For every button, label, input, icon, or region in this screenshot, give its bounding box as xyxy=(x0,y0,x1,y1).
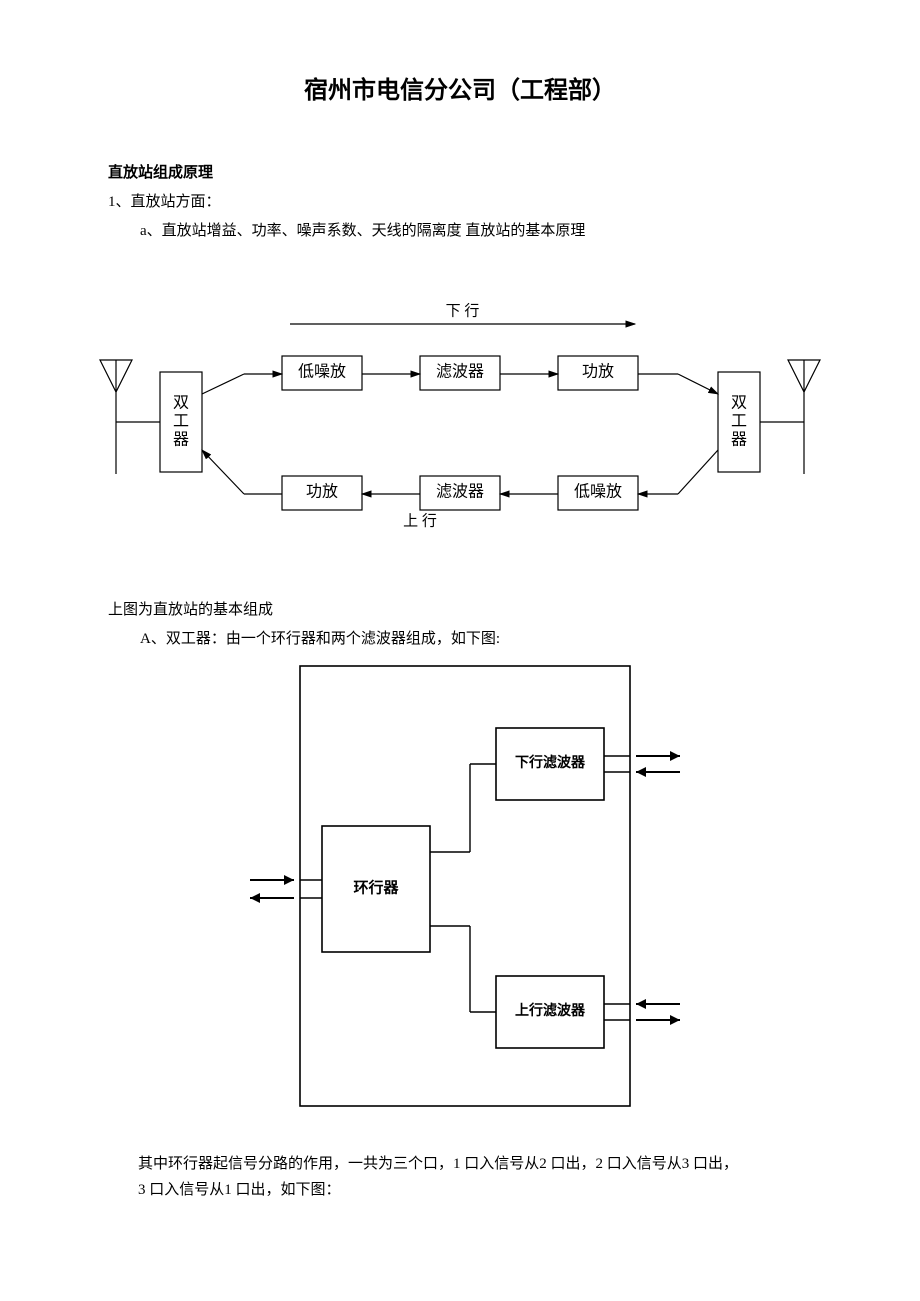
svg-text:滤波器: 滤波器 xyxy=(436,363,484,381)
svg-text:上行滤波器: 上行滤波器 xyxy=(515,1002,586,1019)
svg-text:环行器: 环行器 xyxy=(353,878,399,896)
svg-text:低噪放: 低噪放 xyxy=(574,483,622,501)
duplexer-block-diagram: 环行器 下行滤波器上行滤波器 xyxy=(180,656,740,1116)
svg-text:滤波器: 滤波器 xyxy=(436,483,484,501)
list-item-A: A、双工器：由一个环行器和两个滤波器组成，如下图: xyxy=(140,627,920,648)
list-item-1: 1、直放站方面： xyxy=(108,190,920,211)
svg-text:上 行: 上 行 xyxy=(403,512,437,529)
caption-diagram1: 上图为直放站的基本组成 xyxy=(108,598,920,619)
repeater-block-diagram: 下 行双工器低噪放滤波器功放双工器功放滤波器低噪放上 行 xyxy=(90,284,830,544)
section-heading: 直放站组成原理 xyxy=(108,161,920,182)
svg-text:下行滤波器: 下行滤波器 xyxy=(515,754,586,771)
svg-text:功放: 功放 xyxy=(306,483,338,501)
page-title: 宿州市电信分公司（工程部） xyxy=(0,70,920,105)
paragraph-line-1: 其中环行器起信号分路的作用，一共为三个口，1 口入信号从2 口出，2 口入信号从… xyxy=(138,1152,838,1178)
svg-text:下 行: 下 行 xyxy=(446,302,480,319)
paragraph-line-2: 3 口入信号从1 口出，如下图： xyxy=(138,1178,838,1204)
svg-text:双工器: 双工器 xyxy=(173,394,189,448)
svg-text:双工器: 双工器 xyxy=(731,394,747,448)
list-item-1a: a、直放站增益、功率、噪声系数、天线的隔离度 直放站的基本原理 xyxy=(140,219,920,240)
svg-text:功放: 功放 xyxy=(582,363,614,381)
svg-text:低噪放: 低噪放 xyxy=(298,363,346,381)
